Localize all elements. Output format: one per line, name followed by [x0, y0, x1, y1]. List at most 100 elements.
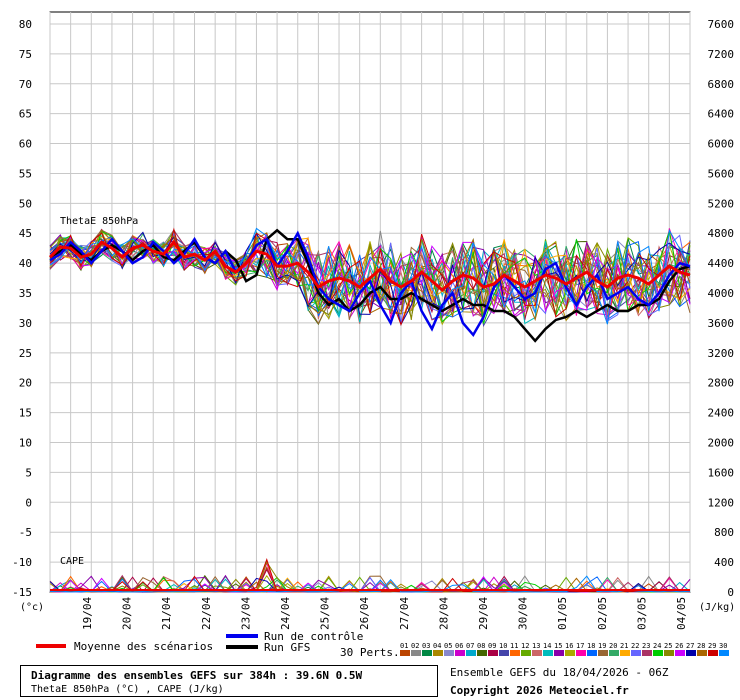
legend-member-number: 29 [708, 642, 716, 650]
y-left-tick-label: 30 [19, 317, 32, 330]
legend-member-number: 30 [719, 642, 727, 650]
x-tick-label: 03/05 [635, 597, 648, 630]
legend-member-number: 08 [477, 642, 485, 650]
legend-member-number: 15 [554, 642, 562, 650]
y-left-tick-label: 75 [19, 48, 32, 61]
y-right-tick-label: 2800 [708, 377, 735, 390]
annotation-thetae: ThetaE 850hPa [60, 216, 138, 227]
annotation-cape: CAPE [60, 556, 84, 567]
y-right-tick-label: 6400 [708, 108, 735, 121]
legend-member-swatch [697, 650, 707, 656]
legend-member-number: 01 [400, 642, 408, 650]
legend-member-number: 09 [488, 642, 496, 650]
y-left-axis-label: (°c) [20, 602, 44, 613]
footer-title: Diagramme des ensembles GEFS sur 384h : … [31, 669, 363, 682]
legend-member-number: 07 [466, 642, 474, 650]
legend-member-number: 19 [598, 642, 606, 650]
legend-member-swatch [598, 650, 608, 656]
legend-member-swatch [455, 650, 465, 656]
x-tick-label: 23/04 [239, 597, 252, 630]
x-tick-label: 02/05 [596, 597, 609, 630]
y-right-tick-label: 0 [727, 586, 734, 599]
legend-member-number: 24 [653, 642, 661, 650]
legend-member-swatch [400, 650, 410, 656]
x-tick-label: 19/04 [81, 597, 94, 630]
legend-member-swatch [631, 650, 641, 656]
y-left-tick-label: 60 [19, 138, 32, 151]
series-line-control [49, 230, 691, 338]
x-tick-label: 01/05 [556, 597, 569, 630]
legend-member-number: 26 [675, 642, 683, 650]
legend-member-swatch [444, 650, 454, 656]
legend-member-number: 12 [521, 642, 529, 650]
member-line-26 [49, 232, 691, 318]
legend-member-number: 17 [576, 642, 584, 650]
y-right-tick-label: 5200 [708, 197, 735, 210]
y-right-tick-label: 6800 [708, 78, 735, 91]
y-left-tick-label: 15 [19, 407, 32, 420]
legend-member-number: 04 [433, 642, 441, 650]
legend-member-swatch [422, 650, 432, 656]
legend-member-number: 02 [411, 642, 419, 650]
legend-mean-label: Moyenne des scénarios [74, 640, 213, 653]
legend-member-swatch [510, 650, 520, 656]
legend-member-swatch [675, 650, 685, 656]
y-right-tick-label: 2000 [708, 437, 735, 450]
y-left-tick-label: 10 [19, 437, 32, 450]
y-right-tick-label: 800 [714, 526, 734, 539]
y-left-tick-label: 65 [19, 108, 32, 121]
y-left-tick-label: 0 [25, 496, 32, 509]
y-right-tick-label: 400 [714, 556, 734, 569]
legend-member-number: 10 [499, 642, 507, 650]
legend-member-swatch [620, 650, 630, 656]
cape-members [49, 557, 691, 593]
y-left-tick-label: 80 [19, 18, 32, 31]
legend-member-swatch [411, 650, 421, 656]
legend-member-number: 20 [609, 642, 617, 650]
y-left-tick-label: 5 [25, 466, 32, 479]
x-tick-label: 21/04 [160, 597, 173, 630]
legend-member-number: 25 [664, 642, 672, 650]
y-left-tick-label: 40 [19, 257, 32, 270]
y-right-tick-label: 2400 [708, 407, 735, 420]
legend-member-swatch [433, 650, 443, 656]
x-tick-label: 28/04 [437, 597, 450, 630]
legend-member-swatch [532, 650, 542, 656]
legend-member-swatch [488, 650, 498, 656]
legend-member-swatch [609, 650, 619, 656]
legend-member-number: 27 [686, 642, 694, 650]
legend-member-swatch [477, 650, 487, 656]
y-left-tick-label: 50 [19, 197, 32, 210]
legend-member-number: 28 [697, 642, 705, 650]
x-tick-label: 29/04 [477, 597, 490, 630]
member-line-29 [49, 227, 691, 327]
series-line-mean [48, 239, 691, 293]
x-tick-label: 26/04 [358, 597, 371, 630]
legend-gfs-label: Run GFS [264, 641, 310, 654]
legend-member-swatch [587, 650, 597, 656]
y-left-tick-label: -5 [19, 526, 32, 539]
legend-member-number: 05 [444, 642, 452, 650]
x-tick-label: 24/04 [279, 597, 292, 630]
y-left-tick-label: 20 [19, 377, 32, 390]
legend-member-number: 03 [422, 642, 430, 650]
y-right-tick-label: 7200 [708, 48, 735, 61]
y-right-tick-label: 5600 [708, 167, 735, 180]
ensemble-info: Ensemble GEFS du 18/04/2026 - 06Z [450, 666, 669, 679]
legend-member-number: 11 [510, 642, 518, 650]
y-right-tick-label: 3200 [708, 347, 735, 360]
y-left-tick-label: 35 [19, 287, 32, 300]
y-right-tick-label: 4400 [708, 257, 735, 270]
legend-member-swatch [554, 650, 564, 656]
legend-perts-label: 30 Perts. [340, 646, 400, 659]
legend-member-number: 13 [532, 642, 540, 650]
y-left-tick-label: 70 [19, 78, 32, 91]
legend-member-number: 23 [642, 642, 650, 650]
y-right-tick-label: 4800 [708, 227, 735, 240]
member-line-13 [49, 236, 691, 324]
y-left-tick-label: 25 [19, 347, 32, 360]
y-left-tick-label: 45 [19, 227, 32, 240]
legend-member-swatch [466, 650, 476, 656]
x-tick-label: 25/04 [319, 597, 332, 630]
x-tick-label: 04/05 [675, 597, 688, 630]
